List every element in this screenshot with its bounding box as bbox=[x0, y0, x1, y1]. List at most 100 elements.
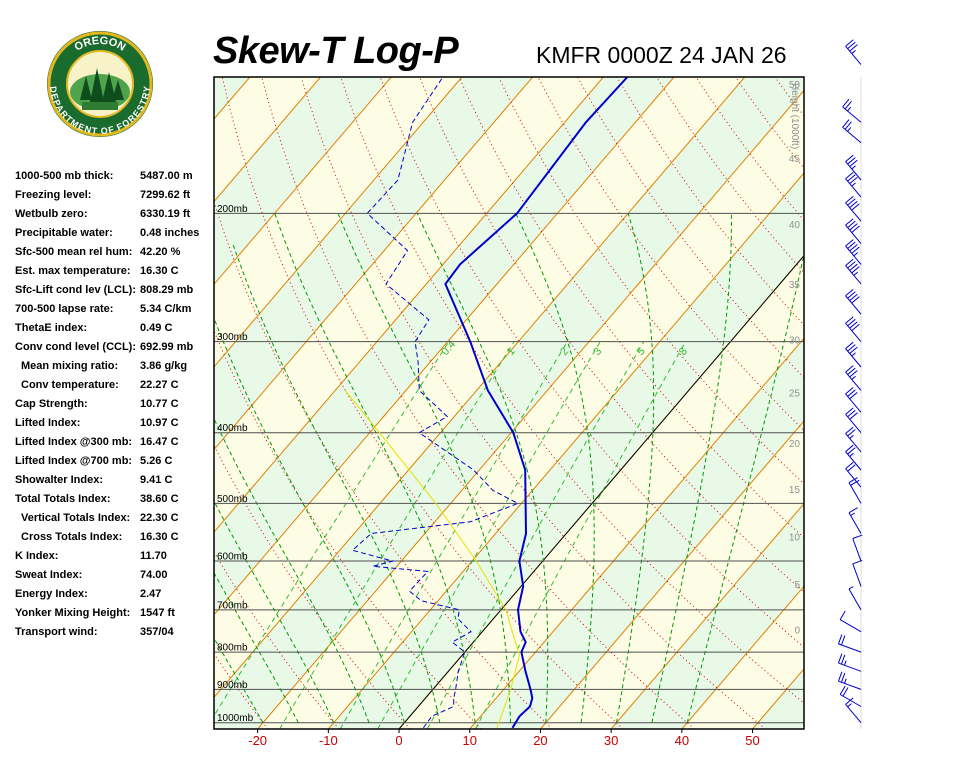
height-tick-label: 50 bbox=[789, 80, 801, 91]
wind-barb bbox=[845, 426, 862, 453]
stat-label: Energy Index: bbox=[15, 588, 88, 600]
stat-value: 5.34 C/km bbox=[140, 303, 192, 315]
wind-barb bbox=[842, 98, 862, 123]
stability-indices-panel: 1000-500 mb thick: 5487.00 m Freezing leve… bbox=[15, 167, 210, 642]
stat-label: K Index: bbox=[15, 550, 59, 562]
stat-label: Yonker Mixing Height: bbox=[15, 607, 131, 619]
stat-value: 11.70 bbox=[140, 550, 167, 562]
stat-value: 0.49 C bbox=[140, 322, 173, 334]
stat-value: 692.99 mb bbox=[140, 341, 194, 353]
stat-label: Precipitable water: bbox=[15, 227, 113, 239]
freezing-isotherm bbox=[398, 254, 804, 729]
stat-value: 16.30 C bbox=[140, 265, 179, 277]
height-tick-label: 0 bbox=[794, 626, 800, 637]
wind-barb bbox=[839, 685, 862, 707]
isotherm-line bbox=[540, 420, 804, 729]
dry-adiabat bbox=[854, 77, 960, 729]
stat-row: Yonker Mixing Height: 1547 ft bbox=[15, 604, 210, 623]
wind-barb bbox=[842, 119, 862, 144]
stat-row: Lifted Index: 10.97 C bbox=[15, 414, 210, 433]
stat-row: Freezing level: 7299.62 ft bbox=[15, 186, 210, 205]
wind-barb bbox=[845, 461, 862, 488]
stat-value: 9.41 C bbox=[140, 474, 173, 486]
height-tick-label: 5 bbox=[794, 580, 800, 591]
x-tick-label: 40 bbox=[675, 733, 689, 748]
stat-row: ThetaE index: 0.49 C bbox=[15, 319, 210, 338]
temperature-trace bbox=[444, 77, 629, 729]
stat-row: Showalter Index: 9.41 C bbox=[15, 471, 210, 490]
stat-value: 1547 ft bbox=[140, 607, 175, 619]
stat-label: Vertical Totals Index: bbox=[21, 512, 131, 524]
height-tick-label: 30 bbox=[789, 336, 801, 347]
stat-row: Energy Index: 2.47 bbox=[15, 585, 210, 604]
plot-frame bbox=[213, 76, 805, 730]
stat-label: Sweat Index: bbox=[15, 569, 83, 581]
dry-adiabat bbox=[893, 77, 960, 729]
pressure-label: 400mb bbox=[217, 423, 248, 434]
stat-row: Mean mixing ratio: 3.86 g/kg bbox=[15, 357, 210, 376]
chart-title: Skew-T Log-P bbox=[213, 30, 459, 72]
isotherm-line bbox=[214, 77, 675, 616]
stat-row: 700-500 lapse rate: 5.34 C/km bbox=[15, 300, 210, 319]
height-tick-label: 20 bbox=[789, 439, 801, 450]
stat-label: Cap Strength: bbox=[15, 398, 88, 410]
stat-value: 22.30 C bbox=[140, 512, 179, 524]
stat-value: 38.60 C bbox=[140, 493, 179, 505]
stat-value: 42.20 % bbox=[140, 246, 181, 258]
stat-label: 700-500 lapse rate: bbox=[15, 303, 114, 315]
stat-label: Freezing level: bbox=[15, 189, 92, 201]
stat-label: Lifted Index @300 mb: bbox=[15, 436, 133, 448]
stat-row: Total Totals Index: 38.60 C bbox=[15, 490, 210, 509]
stat-value: 74.00 bbox=[140, 569, 168, 581]
wind-barb bbox=[848, 477, 862, 504]
dry-adiabat bbox=[814, 77, 960, 729]
stat-row: Precipitable water: 0.48 inches bbox=[15, 224, 210, 243]
stat-row: Vertical Totals Index: 22.30 C bbox=[15, 509, 210, 528]
stat-value: 0.48 inches bbox=[140, 227, 200, 239]
height-tick-label: 40 bbox=[789, 220, 801, 231]
isotherm-line bbox=[823, 77, 960, 729]
x-tick-label: 20 bbox=[533, 733, 547, 748]
moist-adiabat bbox=[274, 213, 476, 723]
stat-label: Mean mixing ratio: bbox=[21, 360, 119, 372]
pressure-label: 300mb bbox=[217, 332, 248, 343]
wind-barb bbox=[848, 507, 862, 534]
stat-value: 357/04 bbox=[140, 626, 174, 638]
height-tick-label: 15 bbox=[789, 485, 801, 496]
stat-row: Sfc-Lift cond lev (LCL): 808.29 mb bbox=[15, 281, 210, 300]
height-tick-label: 35 bbox=[789, 280, 801, 291]
stat-label: 1000-500 mb thick: bbox=[15, 170, 114, 182]
x-tick-label: -10 bbox=[319, 733, 338, 748]
isotherm-line bbox=[214, 77, 321, 203]
wind-barb bbox=[845, 195, 862, 222]
wind-barb bbox=[845, 365, 862, 391]
isotherm-line bbox=[214, 77, 392, 285]
stat-label: Est. max temperature: bbox=[15, 265, 131, 277]
stat-row: Cross Totals Index: 16.30 C bbox=[15, 528, 210, 547]
moist-adiabat bbox=[214, 499, 335, 723]
wind-barb bbox=[845, 341, 862, 368]
height-tick-label: 10 bbox=[789, 532, 801, 543]
mixing-ratio-line bbox=[475, 341, 687, 729]
stat-value: 22.27 C bbox=[140, 379, 179, 391]
isotherm-line bbox=[469, 337, 804, 729]
stat-row: 1000-500 mb thick: 5487.00 m bbox=[15, 167, 210, 186]
isotherm-line bbox=[610, 502, 804, 729]
wind-barb bbox=[839, 610, 862, 633]
parcel-trace bbox=[344, 390, 520, 728]
pressure-label: 900mb bbox=[217, 680, 248, 691]
wind-barb bbox=[845, 218, 862, 244]
x-tick-label: -20 bbox=[248, 733, 267, 748]
dry-adiabat bbox=[0, 77, 197, 729]
height-tick-label: 25 bbox=[789, 388, 801, 399]
isotherm-line bbox=[214, 77, 534, 451]
stat-value: 16.47 C bbox=[140, 436, 179, 448]
stat-row: Sweat Index: 74.00 bbox=[15, 566, 210, 585]
stat-label: Conv temperature: bbox=[21, 379, 119, 391]
isotherm-line bbox=[214, 77, 463, 368]
dewpoint-trace bbox=[351, 77, 520, 729]
x-tick-label: 50 bbox=[745, 733, 759, 748]
pressure-label: 500mb bbox=[217, 494, 248, 505]
moist-adiabat bbox=[686, 251, 804, 723]
wind-barb bbox=[845, 697, 862, 724]
